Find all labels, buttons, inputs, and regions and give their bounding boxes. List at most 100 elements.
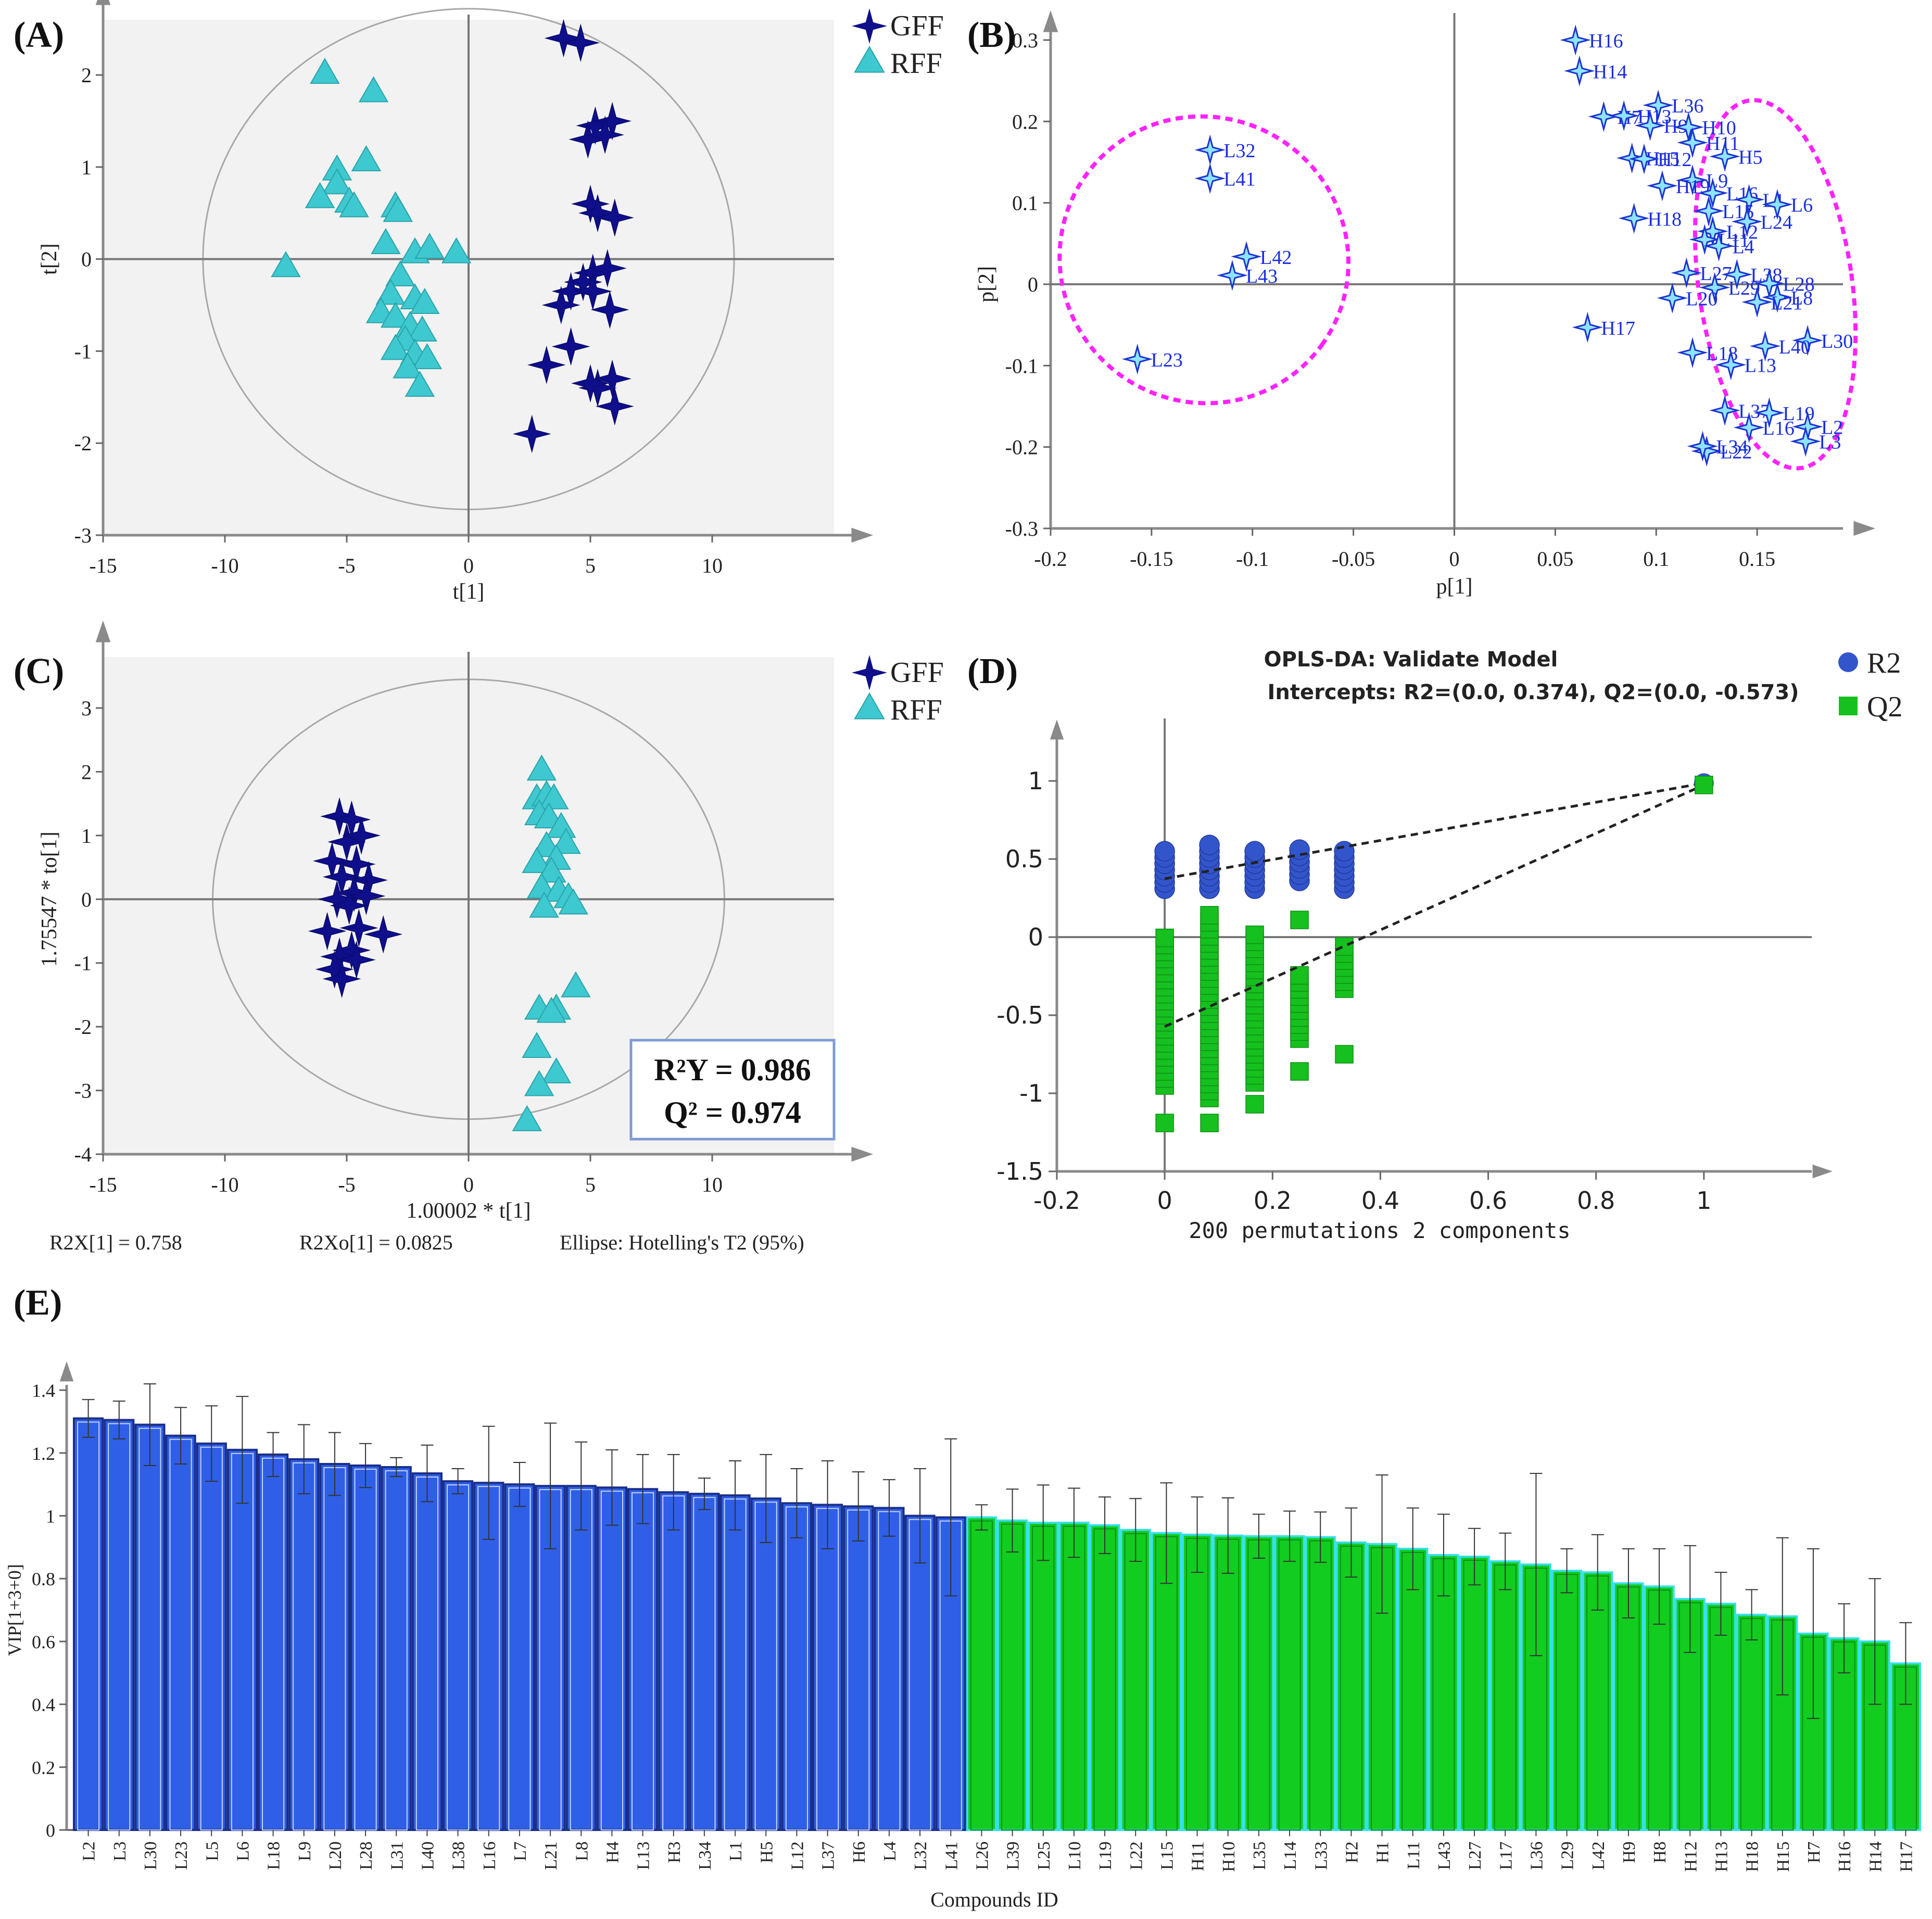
loading-label: H12 xyxy=(1658,149,1691,171)
rff-point xyxy=(561,971,591,998)
x-tick-label: 10 xyxy=(702,1173,723,1196)
y-tick-label: 0.4 xyxy=(32,1695,55,1715)
y-axis-arrow xyxy=(95,621,111,642)
legend-rff-marker xyxy=(854,45,885,73)
loading-label: L41 xyxy=(1223,169,1255,191)
x-tick-label: L23 xyxy=(172,1841,191,1870)
x-tick-label: L17 xyxy=(1496,1841,1516,1870)
x-axis-label: Compounds ID xyxy=(930,1888,1058,1911)
x-tick-label: H18 xyxy=(1743,1841,1762,1872)
x-tick-label: L37 xyxy=(819,1841,838,1870)
y-tick-label: -1.5 xyxy=(996,1157,1043,1185)
loading-point xyxy=(1560,24,1591,56)
y-tick-label: -0.5 xyxy=(996,1001,1043,1029)
x-tick-label: L8 xyxy=(572,1841,591,1861)
x-tick-label: L26 xyxy=(973,1841,992,1870)
loading-label: H10 xyxy=(1702,117,1736,139)
y-tick-label: -1 xyxy=(74,339,92,363)
x-axis-label: 200 permutations 2 components xyxy=(1189,1218,1570,1243)
legend-label-rff: RFF xyxy=(890,47,942,80)
rff-point xyxy=(371,228,401,255)
x-tick-label: H16 xyxy=(1835,1841,1854,1872)
y-tick-label: 0.6 xyxy=(32,1632,55,1652)
vip-bar xyxy=(319,1462,350,1831)
gff-point xyxy=(590,291,629,329)
q2-point xyxy=(1200,906,1219,925)
x-tick-label: 1 xyxy=(1696,1186,1711,1215)
y-tick-label: 0.3 xyxy=(1012,29,1038,52)
rff-point xyxy=(414,232,445,259)
x-tick-label: L34 xyxy=(696,1841,715,1870)
x-tick-label: 0.2 xyxy=(1254,1186,1292,1215)
x-tick-label: -0.2 xyxy=(1034,547,1067,571)
loading-point xyxy=(1697,178,1728,209)
x-tick-label: 0 xyxy=(1449,547,1460,571)
footer-text: R2X[1] = 0.758 xyxy=(49,1231,182,1254)
panel-b: -0.2 -0.15 -0.1 -0.05 0 0.05 0.1 0.15 -0.3 -0.2 -0… xyxy=(967,10,1875,599)
loading-point xyxy=(1564,55,1595,87)
vip-bar xyxy=(1705,1602,1736,1832)
x-tick-label: H9 xyxy=(1620,1841,1639,1863)
gff-point xyxy=(595,198,634,237)
x-tick-label: L35 xyxy=(1250,1841,1269,1870)
x-tick-label: -10 xyxy=(211,1173,238,1196)
loading-point xyxy=(1588,101,1620,132)
vip-bar xyxy=(350,1464,381,1831)
y-tick-label: -4 xyxy=(74,1143,92,1166)
r2-point xyxy=(1199,835,1220,855)
panel-e: 0 0.2 0.4 0.6 0.8 1 1.2 1.4 VIP[1+3+0] L2 L3 L30 L23… xyxy=(4,1283,1921,1911)
vip-bar xyxy=(966,1516,997,1831)
q2-point xyxy=(1290,1062,1309,1081)
vip-bar xyxy=(719,1494,751,1832)
x-axis-arrow xyxy=(851,1146,873,1162)
gff-point xyxy=(332,931,371,970)
gff-point xyxy=(320,797,359,836)
loading-point xyxy=(1687,431,1719,462)
x-tick-label: L32 xyxy=(911,1841,930,1870)
vip-bar xyxy=(1089,1524,1120,1832)
loading-point xyxy=(1792,325,1823,356)
loading-point xyxy=(1762,282,1793,313)
x-tick-label: 0.15 xyxy=(1739,547,1775,571)
r2-point xyxy=(1334,841,1355,862)
x-tick-label: 0.1 xyxy=(1643,547,1669,571)
gff-point xyxy=(327,823,366,861)
x-tick-label: H12 xyxy=(1681,1841,1700,1872)
x-tick-label: L42 xyxy=(1589,1841,1608,1870)
panel-label: (A) xyxy=(14,15,64,55)
gff-point xyxy=(308,912,347,951)
vip-bar xyxy=(1243,1535,1274,1831)
y-axis-label: p[2] xyxy=(975,266,999,302)
q2-point xyxy=(1335,937,1354,956)
x-tick-label: -0.15 xyxy=(1130,547,1173,571)
loading-point xyxy=(1790,425,1821,457)
x-tick-label: L28 xyxy=(357,1841,376,1870)
rff-point xyxy=(412,343,443,370)
y-tick-label: 0 xyxy=(1028,923,1043,951)
vip-bar xyxy=(473,1482,504,1832)
gff-point xyxy=(551,272,590,311)
vip-bar xyxy=(812,1504,843,1832)
loading-label: H16 xyxy=(1589,30,1623,52)
loading-point xyxy=(1677,337,1708,369)
x-tick-label: L4 xyxy=(880,1841,900,1861)
rff-point xyxy=(358,76,389,103)
y-tick-label: 0 xyxy=(81,248,92,271)
y-tick-label: -0.3 xyxy=(1005,517,1038,540)
rff-point xyxy=(351,145,382,171)
x-tick-label: L14 xyxy=(1281,1841,1300,1870)
vip-bar xyxy=(874,1507,905,1832)
y-tick-label: 1 xyxy=(46,1506,55,1527)
vip-bar xyxy=(565,1485,597,1831)
x-tick-label: H5 xyxy=(757,1841,776,1863)
x-tick-label: L10 xyxy=(1065,1841,1084,1870)
loading-point xyxy=(1657,282,1688,314)
x-tick-label: H13 xyxy=(1712,1841,1731,1872)
vip-bar xyxy=(381,1466,412,1832)
vip-bar xyxy=(73,1417,104,1831)
rff-point xyxy=(385,260,415,286)
legend-q2-marker xyxy=(1839,697,1858,715)
x-tick-label: -10 xyxy=(211,554,238,577)
gff-point xyxy=(551,327,590,366)
y-tick-label: 2 xyxy=(81,760,92,784)
